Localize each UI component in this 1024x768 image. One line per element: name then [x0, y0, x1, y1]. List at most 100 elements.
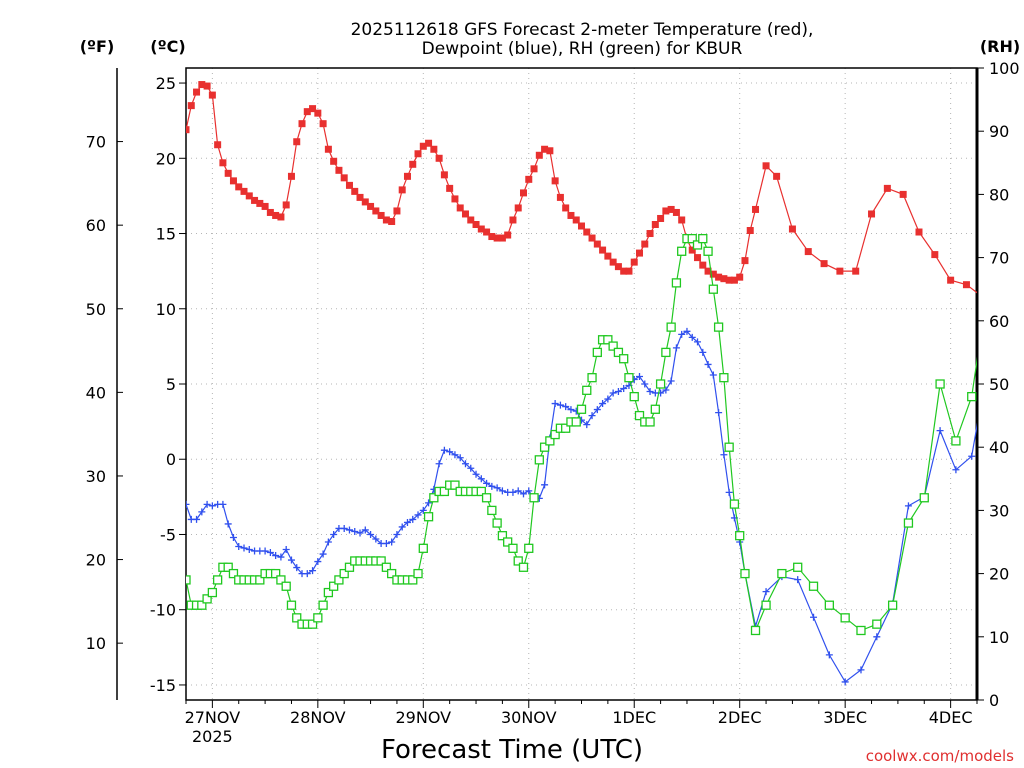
temperature-point	[651, 220, 659, 228]
rh-point	[429, 493, 439, 503]
x-tick-label: 27NOV	[185, 708, 241, 727]
rh-point	[645, 417, 655, 427]
dewpoint-point	[272, 552, 280, 560]
temperature-point	[493, 234, 501, 242]
dewpoint-point	[562, 403, 570, 411]
rh-tick-label: 20	[989, 565, 1009, 584]
rh-tick-label: 50	[989, 375, 1009, 394]
temperature-point	[235, 183, 243, 191]
rh-point	[387, 568, 397, 579]
temperature-point	[625, 267, 633, 275]
temperature-point	[694, 254, 702, 262]
rh-point	[376, 556, 386, 566]
dewpoint-point	[435, 460, 443, 468]
dewpoint-point	[952, 466, 960, 474]
rh-tick-label: 0	[989, 691, 999, 710]
dewpoint-point	[446, 448, 454, 456]
rh-point	[655, 379, 666, 389]
dewpoint-point	[688, 333, 696, 341]
chart-title-line1: 2025112618 GFS Forecast 2-meter Temperat…	[351, 20, 814, 40]
dewpoint-point	[704, 360, 712, 368]
temperature-point	[688, 246, 696, 254]
temperature-point	[488, 233, 496, 241]
dewpoint-point	[186, 500, 190, 508]
temperature-point	[361, 198, 369, 206]
rh-point	[856, 625, 866, 636]
x-tick-label: 30NOV	[501, 708, 557, 727]
temperature-point	[788, 225, 796, 233]
dewpoint-point	[493, 484, 501, 492]
rh-point	[999, 342, 1007, 350]
rh-point	[550, 429, 560, 440]
chart-title-line2: Dewpoint (blue), RH (green) for KBUR	[422, 39, 743, 59]
temperature-point	[699, 261, 707, 269]
dewpoint-point	[419, 506, 427, 514]
temperature-point	[498, 234, 506, 242]
rh-point	[439, 486, 450, 497]
temperature-point	[525, 175, 533, 183]
dewpoint-point	[414, 511, 422, 519]
temperature-point	[324, 145, 332, 153]
celsius-tick-label: 25	[156, 74, 176, 93]
rh-point	[824, 600, 834, 610]
dewpoint-point	[1016, 364, 1023, 371]
rh-point	[793, 562, 803, 572]
temperature-point	[636, 249, 644, 257]
dewpoint-point	[240, 544, 248, 552]
temperature-point	[704, 267, 712, 275]
rh-point	[777, 568, 787, 579]
temperature-point	[272, 211, 280, 219]
dewpoint-point	[672, 344, 680, 352]
temperature-point	[224, 169, 232, 177]
dewpoint-point	[715, 409, 723, 417]
temperature-point	[509, 216, 517, 224]
rh-point	[592, 347, 602, 358]
temperature-point	[229, 177, 237, 185]
temperature-point	[467, 216, 475, 224]
temperature-point	[388, 217, 396, 225]
rh-point	[276, 575, 286, 585]
rh-point	[255, 575, 265, 585]
dewpoint-point	[266, 549, 274, 557]
dewpoint-point	[588, 412, 596, 420]
temperature-point	[662, 207, 670, 215]
rh-point	[808, 581, 819, 591]
temperature-point	[451, 195, 459, 203]
rh-point	[292, 613, 302, 623]
dewpoint-point	[287, 556, 295, 564]
dewpoint-point	[367, 530, 375, 538]
temperature-point	[219, 159, 227, 167]
rh-point	[571, 417, 581, 427]
dewpoint-point	[873, 633, 881, 641]
dewpoint-point	[372, 535, 380, 543]
temperature-point	[657, 214, 665, 222]
temperature-point	[593, 240, 601, 248]
dewpoint-point	[193, 515, 201, 523]
rh-point	[334, 575, 344, 585]
rh-point	[270, 568, 281, 579]
temperature-point	[403, 172, 411, 180]
rh-point	[307, 619, 318, 629]
rh-tick-label: 90	[989, 122, 1009, 141]
rh-point	[381, 562, 392, 572]
temperature-point	[514, 204, 522, 212]
dewpoint-point	[314, 558, 322, 566]
temperature-point	[519, 189, 527, 197]
temperature-point	[256, 199, 264, 207]
rh-point	[661, 347, 671, 358]
x-tick-label: 3DEC	[823, 708, 867, 727]
rh-point	[418, 543, 428, 553]
rh-point	[840, 613, 850, 623]
fahrenheit-tick-label: 40	[86, 383, 106, 402]
temperature-point	[382, 216, 390, 224]
rh-point	[698, 233, 708, 244]
rh-point	[329, 581, 339, 591]
rh-point	[687, 233, 697, 244]
dewpoint-point	[356, 529, 364, 537]
rh-point	[735, 531, 745, 541]
dewpoint-point	[398, 523, 406, 531]
dewpoint-point	[519, 490, 527, 498]
temperature-point	[852, 267, 860, 275]
rh-point	[984, 285, 992, 293]
temperature-point	[741, 257, 749, 265]
